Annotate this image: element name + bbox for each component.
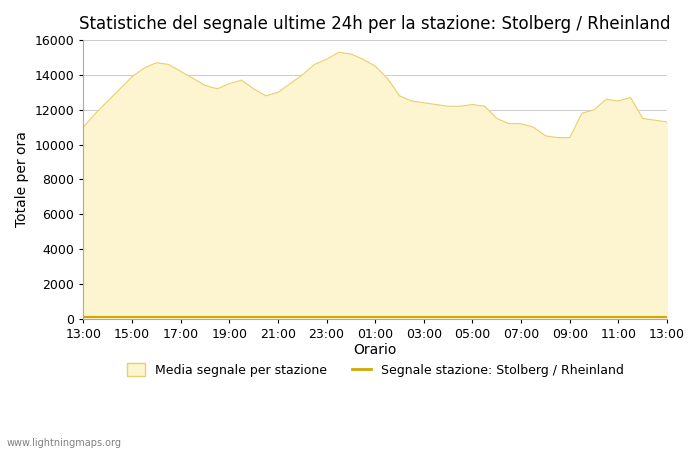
- Y-axis label: Totale per ora: Totale per ora: [15, 131, 29, 227]
- Title: Statistiche del segnale ultime 24h per la stazione: Stolberg / Rheinland: Statistiche del segnale ultime 24h per l…: [80, 15, 671, 33]
- Text: www.lightningmaps.org: www.lightningmaps.org: [7, 438, 122, 448]
- X-axis label: Orario: Orario: [354, 343, 397, 357]
- Legend: Media segnale per stazione, Segnale stazione: Stolberg / Rheinland: Media segnale per stazione, Segnale staz…: [122, 358, 629, 382]
